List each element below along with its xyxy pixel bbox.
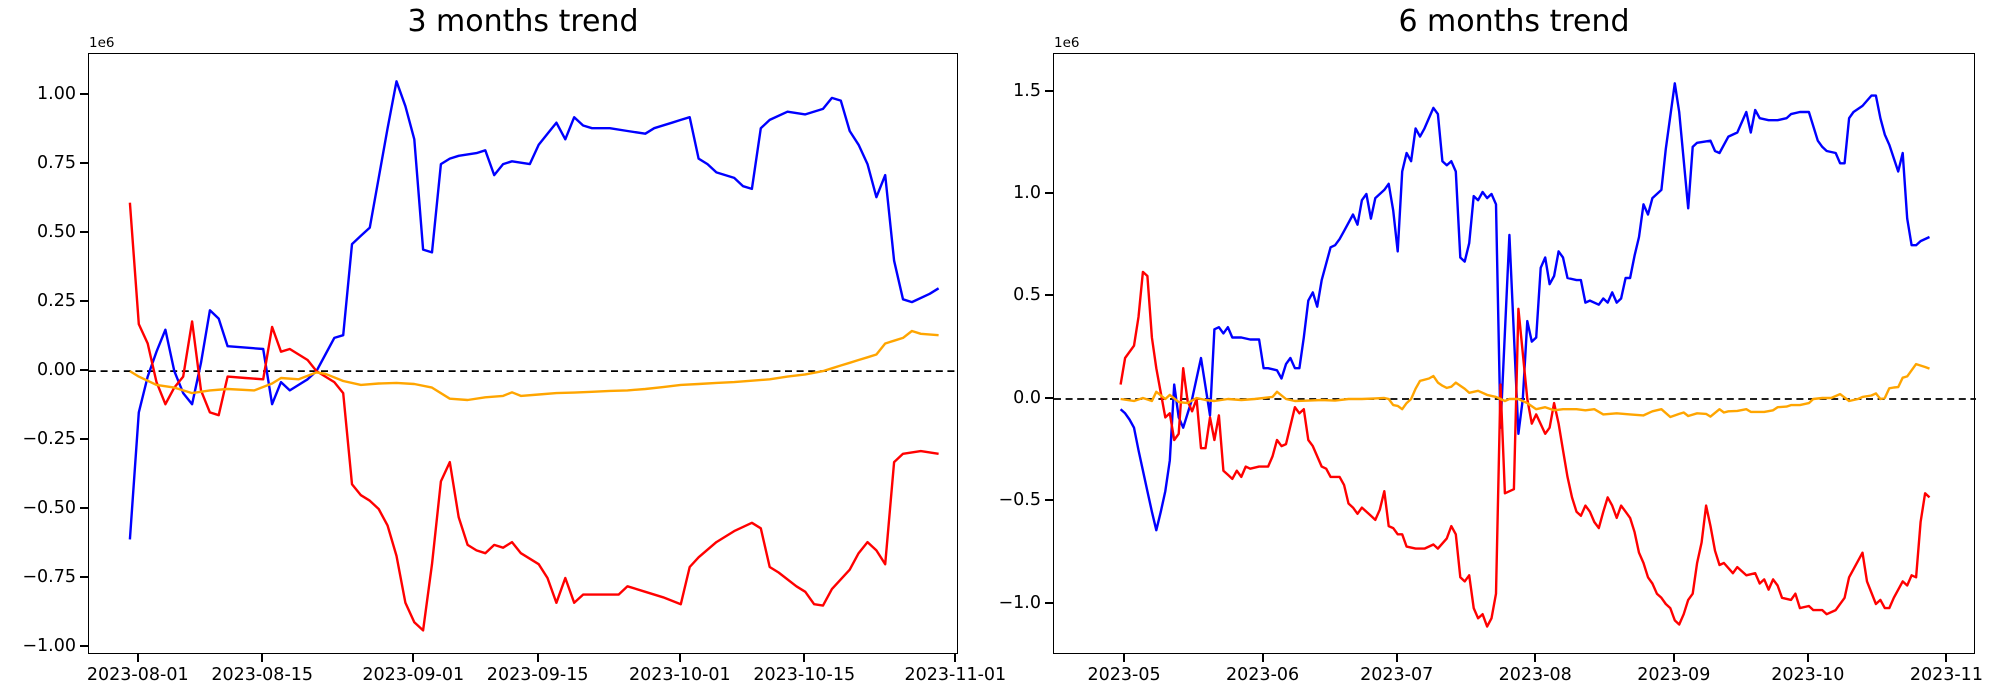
series-line-blue (128, 80, 940, 540)
y-tick-label: −0.5 (998, 490, 1042, 511)
x-tick-mark (1261, 654, 1264, 662)
plot-area (88, 53, 959, 654)
y-axis-offset-label: 1e6 (1054, 35, 1080, 51)
x-tick-label: 2023-08-01 (86, 665, 189, 685)
x-tick-mark (803, 654, 806, 662)
x-tick-label: 2023-06 (1226, 665, 1300, 685)
x-tick-label: 2023-09 (1637, 665, 1711, 685)
x-tick-mark (1395, 654, 1398, 662)
x-tick-mark (536, 654, 539, 662)
x-tick-mark (954, 654, 957, 662)
y-tick-label: −1.00 (22, 635, 76, 656)
y-tick-label: −1.0 (998, 592, 1042, 613)
y-tick-mark (80, 231, 88, 234)
x-tick-mark (136, 654, 139, 662)
y-tick-mark (1045, 192, 1053, 194)
x-tick-mark (678, 654, 681, 662)
x-tick-mark (412, 654, 415, 662)
x-tick-label: 2023-07 (1360, 665, 1434, 685)
y-tick-label: 0.0 (1013, 387, 1041, 408)
y-tick-mark (1045, 499, 1053, 502)
y-tick-mark (80, 162, 88, 165)
y-tick-mark (1045, 89, 1053, 92)
y-tick-mark (1045, 294, 1053, 297)
x-tick-label: 2023-11 (1909, 665, 1983, 685)
x-tick-label: 2023-08 (1498, 665, 1572, 685)
x-tick-label: 2023-08-15 (211, 665, 314, 685)
y-tick-mark (80, 93, 88, 96)
y-tick-label: −0.25 (22, 429, 76, 450)
y-tick-label: 0.25 (37, 291, 76, 312)
x-tick-mark (1672, 654, 1675, 662)
chart-title: 6 months trend (1398, 4, 1630, 39)
x-tick-label: 2023-05 (1087, 665, 1161, 685)
series-line-orange (1120, 362, 1930, 419)
plot-area (1053, 53, 1976, 654)
x-tick-mark (1534, 654, 1537, 662)
chart-title: 3 months trend (407, 4, 639, 39)
x-tick-label: 2023-10 (1771, 665, 1845, 685)
y-tick-mark (80, 438, 88, 441)
x-tick-label: 2023-10-01 (628, 665, 731, 685)
y-tick-label: 1.00 (37, 84, 76, 105)
plot-svg (1054, 82, 1976, 628)
y-tick-mark (80, 369, 88, 372)
x-tick-mark (261, 654, 264, 662)
series-line-red (128, 202, 939, 632)
x-tick-label: 2023-09-01 (362, 665, 465, 685)
y-tick-mark (80, 644, 88, 647)
y-tick-label: 1.5 (1013, 80, 1041, 101)
x-tick-label: 2023-10-15 (753, 665, 856, 685)
y-tick-label: 0.50 (37, 222, 76, 243)
y-tick-label: −0.50 (22, 498, 76, 519)
y-tick-label: 0.75 (37, 153, 76, 174)
y-tick-label: 1.0 (1013, 183, 1041, 203)
y-tick-mark (80, 576, 88, 578)
y-axis-offset-label: 1e6 (89, 35, 115, 51)
y-tick-mark (80, 300, 88, 303)
plot-svg (89, 80, 959, 632)
x-tick-label: 2023-09-15 (486, 665, 589, 685)
x-tick-mark (1123, 654, 1126, 662)
y-tick-mark (1045, 396, 1053, 399)
y-tick-label: −0.75 (22, 567, 76, 587)
x-tick-label: 2023-11-01 (904, 665, 1007, 685)
series-line-blue (1119, 82, 1931, 532)
y-tick-label: 0.5 (1013, 285, 1041, 306)
series-line-orange (129, 329, 939, 402)
y-tick-mark (80, 507, 88, 510)
x-tick-mark (1806, 654, 1809, 662)
y-tick-label: 0.00 (37, 360, 76, 381)
x-tick-mark (1945, 654, 1948, 662)
y-tick-mark (1045, 601, 1053, 604)
series-line-red (1119, 270, 1931, 628)
